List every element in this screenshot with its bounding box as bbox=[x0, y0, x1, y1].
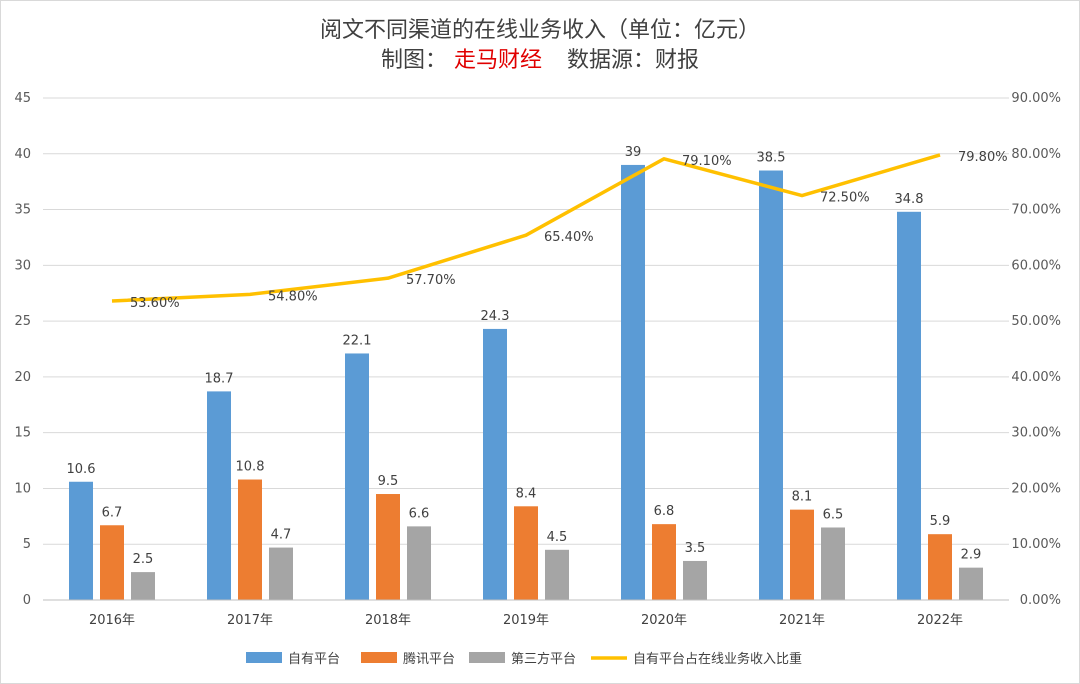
right-tick-label: 0.00% bbox=[1020, 593, 1061, 608]
bar-value-label: 10.8 bbox=[236, 460, 265, 475]
bar-value-label: 5.9 bbox=[930, 514, 951, 529]
bar bbox=[545, 549, 569, 600]
right-tick-label: 80.00% bbox=[1011, 147, 1061, 162]
legend-label: 腾讯平台 bbox=[403, 651, 455, 667]
x-tick-label: 2018年 bbox=[365, 613, 411, 628]
bar bbox=[683, 560, 707, 600]
legend-label: 自有平台 bbox=[288, 652, 340, 667]
subtitle-prefix: 制图： bbox=[381, 48, 447, 73]
left-tick-label: 20 bbox=[14, 370, 31, 385]
left-tick-label: 45 bbox=[14, 91, 31, 106]
x-tick-label: 2020年 bbox=[641, 613, 687, 628]
bar bbox=[407, 526, 431, 600]
bar bbox=[514, 506, 538, 600]
legend-label: 第三方平台 bbox=[511, 651, 576, 667]
ratio-value-label: 57.70% bbox=[406, 273, 456, 288]
bar bbox=[959, 567, 983, 600]
subtitle-brand: 走马财经 bbox=[454, 48, 542, 73]
bar-value-label: 39 bbox=[625, 145, 642, 160]
left-tick-label: 35 bbox=[14, 203, 31, 218]
left-tick-label: 40 bbox=[14, 147, 31, 162]
bar-value-label: 8.1 bbox=[792, 490, 813, 505]
bar bbox=[790, 509, 814, 600]
left-tick-label: 10 bbox=[14, 481, 31, 496]
ratio-value-label: 53.60% bbox=[130, 296, 180, 311]
bar-value-label: 38.5 bbox=[757, 151, 786, 166]
x-tick-label: 2019年 bbox=[503, 613, 549, 628]
bar-value-label: 2.9 bbox=[961, 548, 982, 563]
bar bbox=[821, 527, 845, 600]
right-tick-label: 40.00% bbox=[1011, 370, 1061, 385]
bar bbox=[621, 164, 645, 600]
bar-value-label: 34.8 bbox=[895, 192, 924, 207]
left-tick-label: 0 bbox=[23, 593, 31, 608]
ratio-value-label: 54.80% bbox=[268, 289, 318, 304]
bar-value-label: 6.5 bbox=[823, 507, 844, 522]
bar bbox=[345, 353, 369, 600]
bar-value-label: 24.3 bbox=[481, 309, 510, 324]
x-axis: 2016年 2017年 2018年 2019年 2020年 2021年 2022年 bbox=[43, 599, 1009, 628]
chart-title: 阅文不同渠道的在线业务收入（单位：亿元） bbox=[320, 18, 760, 43]
bar-value-label: 22.1 bbox=[343, 333, 372, 348]
gridlines bbox=[43, 97, 1009, 601]
right-tick-label: 10.00% bbox=[1011, 537, 1061, 552]
bar-value-label: 9.5 bbox=[378, 474, 399, 489]
ratio-line-path bbox=[111, 153, 941, 303]
right-tick-label: 60.00% bbox=[1011, 258, 1061, 273]
bar bbox=[238, 479, 262, 600]
ratio-value-label: 79.80% bbox=[958, 150, 1008, 165]
bar bbox=[483, 328, 507, 600]
ratio-line: 53.60% 54.80% 57.70% 65.40% 79.10% 72.50% 79.8… bbox=[111, 150, 1008, 311]
right-axis: 0.00% 10.00% 20.00% 30.00% 40.00% 50.00% 60.00… bbox=[1011, 91, 1061, 608]
x-tick-label: 2016年 bbox=[89, 613, 135, 628]
bar bbox=[928, 534, 952, 600]
right-tick-label: 70.00% bbox=[1011, 203, 1061, 218]
right-tick-label: 50.00% bbox=[1011, 314, 1061, 329]
bar-value-label: 6.7 bbox=[102, 505, 123, 520]
ratio-value-label: 65.40% bbox=[544, 230, 594, 245]
bar bbox=[652, 524, 676, 600]
bar bbox=[759, 170, 783, 600]
left-axis: 0 5 10 15 20 25 30 35 40 45 bbox=[14, 91, 31, 608]
legend-swatch bbox=[361, 652, 397, 663]
bar-value-label: 4.5 bbox=[547, 530, 568, 545]
bar-value-label: 10.6 bbox=[67, 462, 96, 477]
bars: 10.6 6.7 2.5 18.7 10.8 4.7 22.1 9.5 6.6 24.3 8.4 4.… bbox=[67, 145, 983, 600]
x-tick-label: 2017年 bbox=[227, 613, 273, 628]
right-tick-label: 20.00% bbox=[1011, 481, 1061, 496]
bar-value-label: 18.7 bbox=[205, 371, 234, 386]
ratio-value-label: 79.10% bbox=[682, 154, 732, 169]
subtitle-source: 数据源：财报 bbox=[567, 48, 699, 73]
right-tick-label: 30.00% bbox=[1011, 426, 1061, 441]
x-tick-label: 2022年 bbox=[917, 613, 963, 628]
left-tick-label: 5 bbox=[23, 537, 31, 552]
bar bbox=[100, 525, 124, 600]
x-tick-label: 2021年 bbox=[779, 613, 825, 628]
legend-label: 自有平台占在线业务收入比重 bbox=[633, 651, 802, 667]
bar bbox=[131, 572, 155, 600]
legend-swatch bbox=[246, 652, 282, 663]
bar-value-label: 2.5 bbox=[133, 552, 154, 567]
bar bbox=[69, 481, 93, 600]
left-tick-label: 30 bbox=[14, 258, 31, 273]
bar-value-label: 6.6 bbox=[409, 506, 430, 521]
bar-value-label: 8.4 bbox=[516, 486, 537, 501]
bar bbox=[376, 494, 400, 600]
ratio-value-label: 72.50% bbox=[820, 191, 870, 206]
bar bbox=[897, 211, 921, 600]
bar bbox=[207, 391, 231, 600]
legend-swatch bbox=[469, 652, 505, 663]
left-tick-label: 25 bbox=[14, 314, 31, 329]
bar-value-label: 4.7 bbox=[271, 528, 292, 543]
chart-subtitle: 制图： 走马财经 数据源：财报 bbox=[381, 48, 699, 73]
bar-value-label: 3.5 bbox=[685, 541, 706, 556]
legend: 自有平台 腾讯平台 第三方平台 自有平台占在线业务收入比重 bbox=[246, 651, 802, 667]
bar bbox=[269, 547, 293, 600]
left-tick-label: 15 bbox=[14, 426, 31, 441]
bar-value-label: 6.8 bbox=[654, 504, 675, 519]
right-tick-label: 90.00% bbox=[1011, 91, 1061, 106]
